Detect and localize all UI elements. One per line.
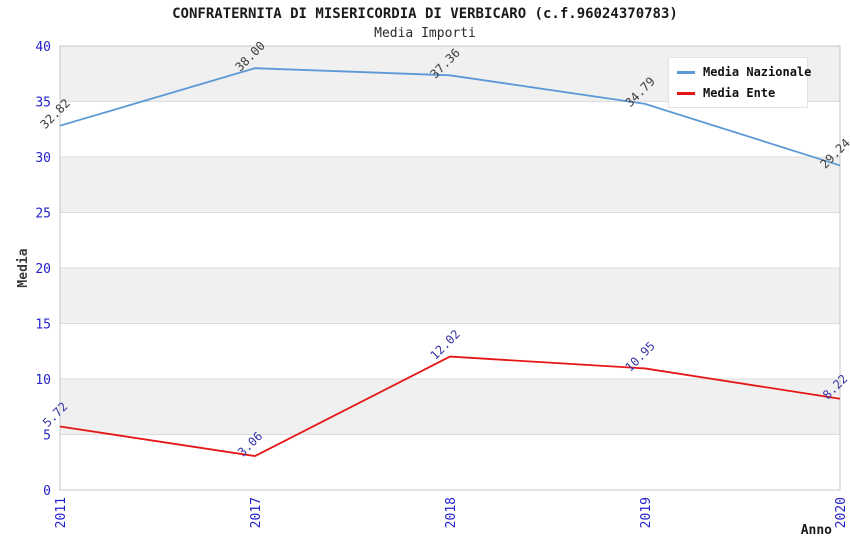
- x-tick-label: 2017: [249, 497, 264, 528]
- plot-band: [60, 212, 840, 268]
- y-tick-label: 15: [35, 318, 51, 333]
- legend-swatch-icon: [677, 91, 695, 95]
- legend-label: Media Ente: [703, 86, 776, 100]
- chart-subtitle: Media Importi: [374, 26, 476, 41]
- plot-band: [60, 379, 840, 435]
- plot-border: [59, 45, 841, 491]
- y-tick-label: 0: [43, 484, 51, 499]
- chart-legend: Media Nazionale Media Ente: [668, 57, 811, 108]
- legend-swatch-icon: [677, 70, 695, 74]
- x-tick-label: 2020: [834, 497, 849, 528]
- y-tick-label: 25: [35, 207, 51, 222]
- x-tick-label: 2011: [54, 497, 69, 528]
- plot-band: [60, 101, 840, 157]
- plot-band: [60, 434, 840, 490]
- y-axis-title: Media: [16, 248, 31, 287]
- x-tick-label: 2018: [444, 497, 459, 528]
- y-tick-label: 5: [43, 429, 51, 444]
- plot-band: [60, 323, 840, 379]
- y-tick-label: 10: [35, 373, 51, 388]
- series-line-0: [59, 67, 841, 167]
- legend-label: Media Nazionale: [703, 65, 812, 79]
- chart-title: CONFRATERNITA DI MISERICORDIA DI VERBICA…: [172, 6, 678, 22]
- y-tick-label: 30: [35, 151, 51, 166]
- legend-item-0: Media Nazionale: [677, 65, 811, 79]
- x-axis-title: Anno: [801, 523, 832, 538]
- plot-band: [60, 268, 840, 324]
- plot-band: [60, 157, 840, 213]
- y-tick-label: 40: [35, 40, 51, 55]
- y-tick-label: 20: [35, 262, 51, 277]
- x-tick-label: 2019: [639, 497, 654, 528]
- y-tick-label: 35: [35, 96, 51, 111]
- legend-item-1: Media Ente: [677, 86, 799, 100]
- series-line-1: [59, 355, 841, 457]
